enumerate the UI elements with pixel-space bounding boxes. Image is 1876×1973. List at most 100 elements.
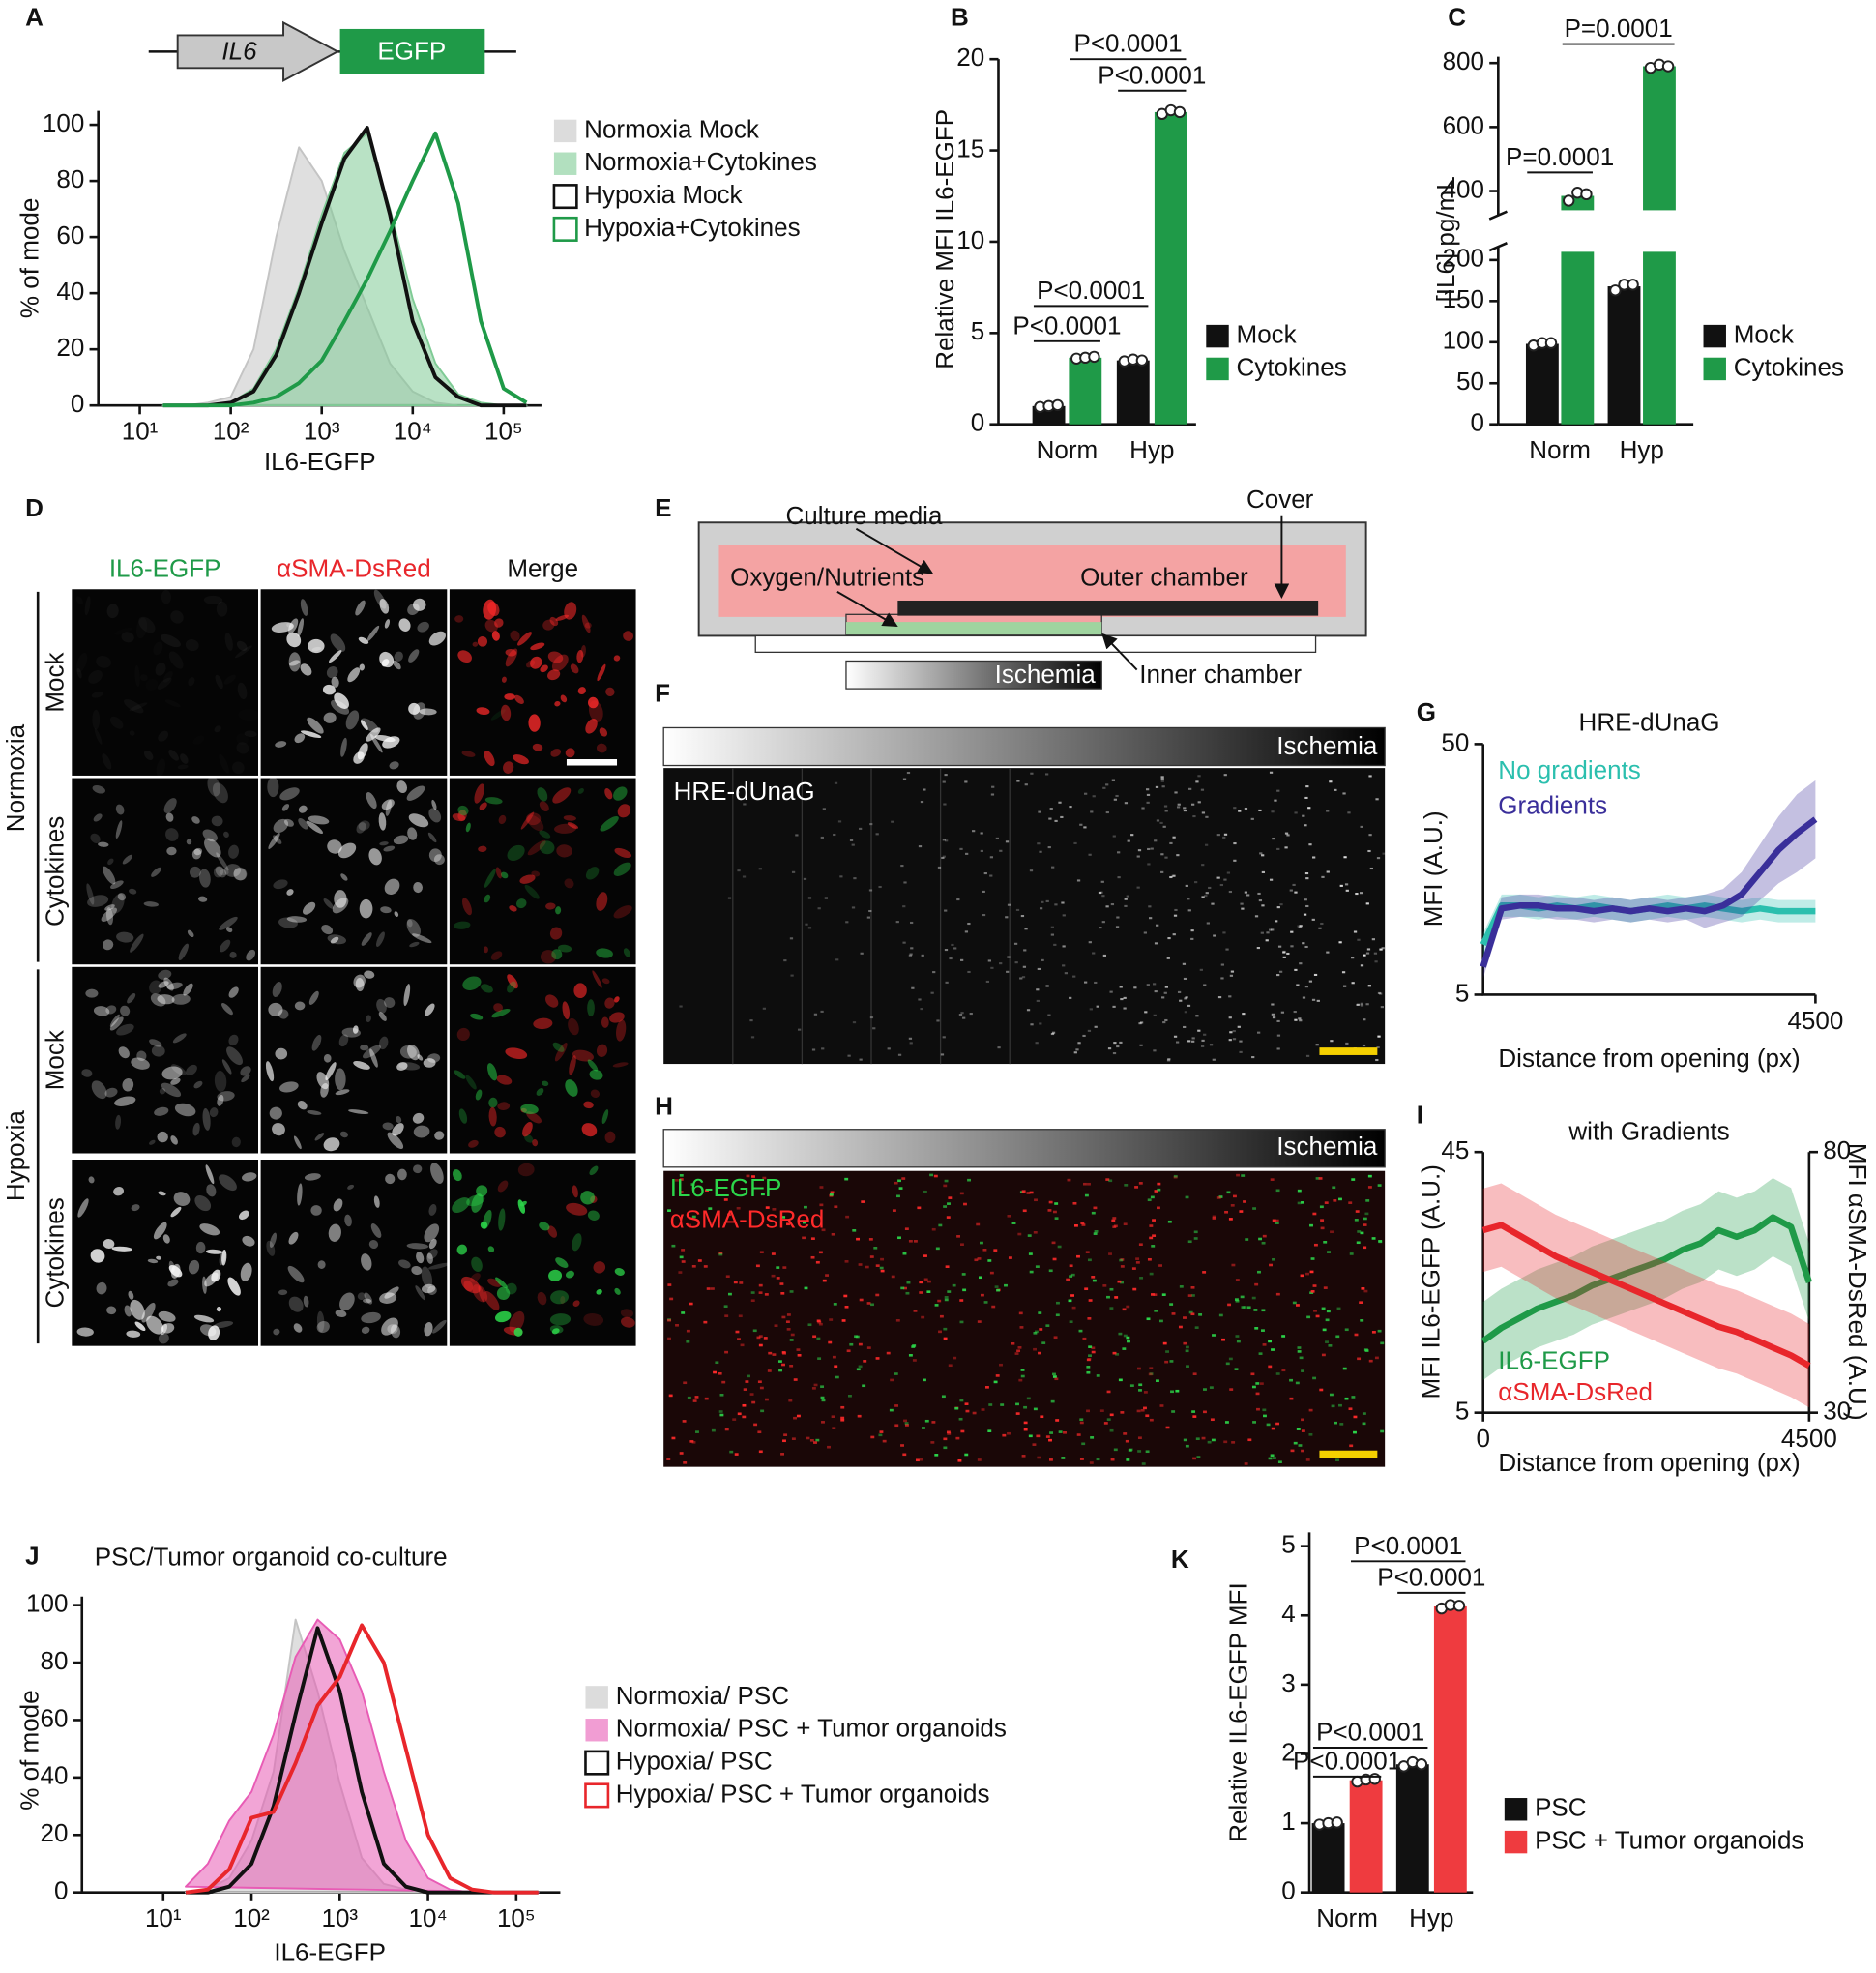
panel-letter: F [655, 678, 670, 707]
cell [1074, 1224, 1078, 1227]
cell [983, 1301, 988, 1304]
legend-label: Normoxia/ PSC + Tumor organoids [616, 1714, 1007, 1743]
cell [547, 651, 564, 663]
cell [364, 1292, 373, 1305]
cell [1315, 1044, 1319, 1046]
cell [854, 1335, 858, 1339]
cell [718, 1252, 723, 1256]
cell [616, 1019, 627, 1042]
cell [1289, 1378, 1294, 1382]
cell [1005, 840, 1010, 843]
cell [1281, 1335, 1286, 1338]
cell [151, 1045, 165, 1057]
cell [1160, 870, 1164, 873]
cell [945, 981, 949, 984]
cell [617, 804, 631, 818]
cell [1006, 970, 1010, 973]
cell [583, 1312, 604, 1326]
replicate-point [1580, 188, 1593, 201]
cell [1261, 1329, 1265, 1332]
cell [1182, 962, 1187, 965]
cell [1360, 964, 1364, 967]
cell [934, 1304, 939, 1307]
cell [816, 1337, 821, 1340]
cell [1094, 981, 1098, 985]
cell [736, 791, 740, 794]
panel-letter: H [655, 1092, 673, 1121]
cell [488, 1106, 497, 1127]
cell [1351, 982, 1355, 985]
bar-break [1640, 210, 1679, 252]
cell [1292, 883, 1296, 886]
cell [536, 1088, 544, 1096]
cell [1309, 1270, 1314, 1274]
cell [1137, 1436, 1142, 1440]
cell [1368, 834, 1372, 837]
cell [1069, 1275, 1073, 1278]
cell [1082, 1034, 1086, 1038]
cell [1310, 1290, 1315, 1293]
cell [1269, 1263, 1273, 1267]
cell [911, 986, 915, 989]
cell [158, 1310, 176, 1322]
cell [505, 1282, 517, 1295]
cell [1045, 985, 1049, 987]
cell [384, 878, 400, 896]
cell [1050, 933, 1055, 936]
cell [1116, 1045, 1120, 1048]
series-line [186, 1626, 539, 1895]
cell [1188, 1310, 1193, 1314]
cell [126, 1330, 141, 1338]
cell [1380, 1429, 1385, 1433]
cell [667, 1337, 671, 1340]
cell [494, 1310, 512, 1323]
cell [1360, 1319, 1364, 1322]
legend-swatch [1703, 324, 1726, 348]
cell [895, 1319, 900, 1322]
cell [186, 839, 192, 845]
cell [1218, 1313, 1223, 1317]
cell [774, 1324, 778, 1328]
cell [1080, 1222, 1085, 1224]
cell [1014, 961, 1018, 964]
cell [758, 1283, 763, 1287]
cell [1117, 876, 1121, 879]
cell [514, 694, 524, 704]
cell [1078, 1329, 1083, 1333]
cell [1032, 1443, 1037, 1446]
cell [141, 1302, 156, 1323]
cell [565, 1270, 574, 1279]
cell [1272, 1257, 1275, 1261]
cell [147, 1258, 159, 1264]
cell [1229, 974, 1234, 977]
cell [1048, 1269, 1053, 1273]
cell [468, 1139, 479, 1148]
cell [1054, 903, 1058, 906]
cell [943, 1437, 948, 1441]
cell [323, 1137, 340, 1152]
cell [1096, 1374, 1100, 1377]
cell [1250, 1372, 1255, 1376]
cell [1067, 1178, 1071, 1182]
cell [384, 997, 396, 1008]
cell [954, 1406, 959, 1410]
cell [294, 1001, 306, 1011]
cell [214, 1071, 227, 1092]
cell [476, 707, 490, 716]
cell [573, 983, 587, 999]
cell [1052, 1372, 1056, 1376]
cell [600, 815, 619, 832]
cell [834, 1205, 838, 1209]
cell [237, 682, 248, 700]
cell [180, 753, 189, 764]
cell [1190, 1286, 1195, 1289]
cell [1353, 1415, 1358, 1419]
cell [852, 1021, 857, 1024]
diagram-label: Oxygen/Nutrients [730, 563, 924, 592]
micrograph [449, 589, 636, 776]
cell [1302, 814, 1305, 817]
cell [944, 1179, 949, 1183]
cell [241, 1074, 250, 1083]
cell [1143, 1406, 1147, 1410]
cell [1304, 824, 1307, 827]
